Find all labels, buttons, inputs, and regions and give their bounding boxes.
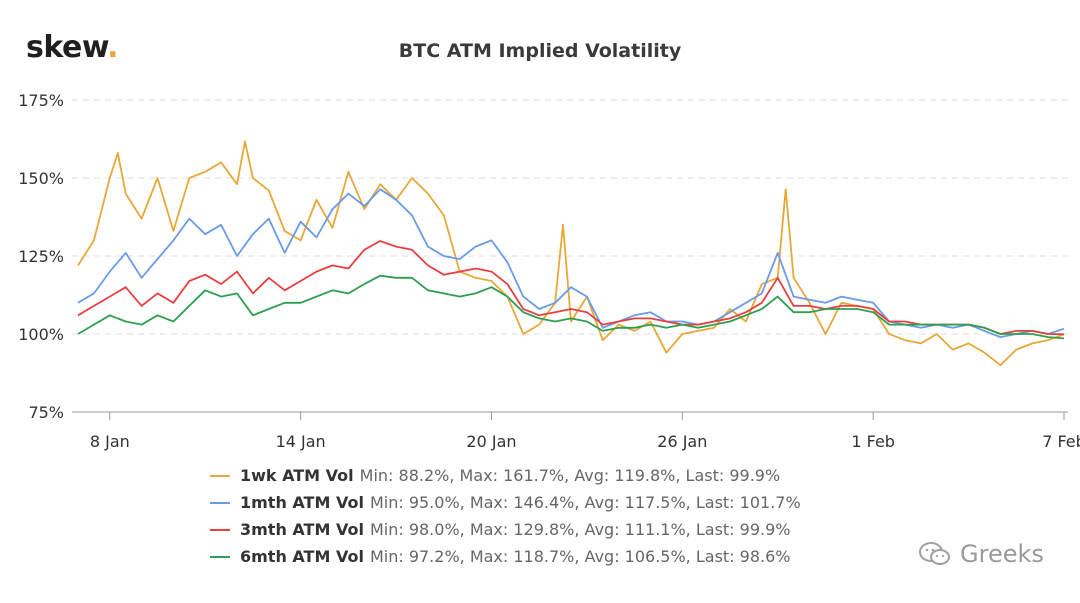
x-tick-label: 7 Feb	[1042, 432, 1080, 451]
legend-series-name: 1wk ATM Vol	[240, 466, 354, 485]
x-tick-label: 1 Feb	[851, 432, 895, 451]
legend-series-stats: Min: 98.0%, Max: 129.8%, Avg: 111.1%, La…	[369, 520, 791, 539]
legend-swatch	[210, 474, 230, 477]
watermark-text: Greeks	[960, 540, 1044, 568]
series-line	[77, 240, 1065, 336]
y-tick-label: 100%	[18, 325, 64, 344]
legend-item[interactable]: 3mth ATM Vol Min: 98.0%, Max: 129.8%, Avg…	[210, 516, 801, 543]
legend-series-stats: Min: 95.0%, Max: 146.4%, Avg: 117.5%, La…	[369, 493, 801, 512]
y-tick-label: 75%	[28, 403, 64, 422]
series-line	[77, 140, 1065, 367]
legend-item[interactable]: 1mth ATM Vol Min: 95.0%, Max: 146.4%, Avg…	[210, 489, 801, 516]
legend-series-stats: Min: 88.2%, Max: 161.7%, Avg: 119.8%, La…	[359, 466, 781, 485]
x-tick-label: 8 Jan	[90, 432, 130, 451]
x-axis: 8 Jan 14 Jan 20 Jan 26 Jan 1 Feb 7 Feb	[72, 411, 1080, 451]
skew-logo: skew.	[26, 30, 119, 65]
wechat-icon	[919, 542, 950, 565]
series-group	[77, 140, 1065, 367]
legend-item[interactable]: 1wk ATM Vol Min: 88.2%, Max: 161.7%, Avg:…	[210, 462, 801, 489]
y-tick-label: 175%	[18, 91, 64, 110]
legend-swatch	[210, 501, 230, 504]
legend: 1wk ATM Vol Min: 88.2%, Max: 161.7%, Avg:…	[210, 462, 801, 570]
legend-swatch	[210, 528, 230, 531]
legend-series-name: 1mth ATM Vol	[240, 493, 364, 512]
legend-series-stats: Min: 97.2%, Max: 118.7%, Avg: 106.5%, La…	[369, 547, 791, 566]
legend-item[interactable]: 6mth ATM Vol Min: 97.2%, Max: 118.7%, Avg…	[210, 543, 801, 570]
series-line	[77, 188, 1065, 338]
chart-title: BTC ATM Implied Volatility	[398, 40, 682, 62]
logo-text: skew	[26, 30, 108, 65]
series-line	[77, 274, 1065, 340]
y-tick-label: 125%	[18, 247, 64, 266]
legend-swatch	[210, 555, 230, 558]
y-axis: 75% 100% 125% 150% 175%	[18, 91, 64, 422]
x-tick-label: 20 Jan	[466, 432, 516, 451]
x-tick-label: 26 Jan	[657, 432, 707, 451]
watermark: Greeks	[918, 540, 1044, 568]
x-tick-label: 14 Jan	[276, 432, 326, 451]
y-tick-label: 150%	[18, 169, 64, 188]
legend-series-name: 6mth ATM Vol	[240, 547, 364, 566]
legend-series-name: 3mth ATM Vol	[240, 520, 364, 539]
logo-dot: .	[107, 30, 119, 65]
